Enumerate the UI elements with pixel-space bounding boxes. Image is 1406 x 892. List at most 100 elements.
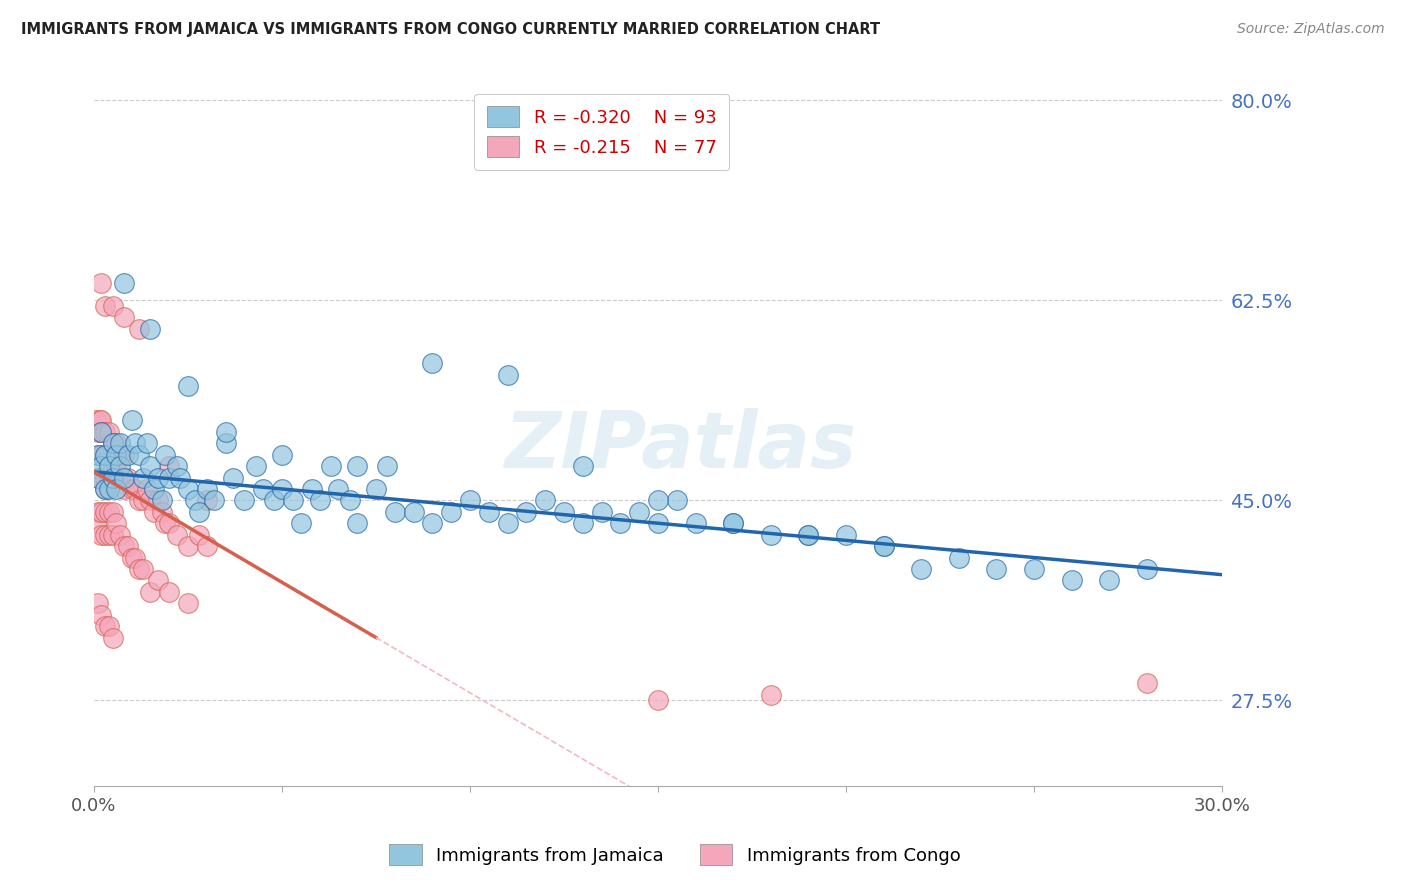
Point [94,505,117,519]
Point [90,425,112,439]
Point [121,482,143,496]
Point [157,516,180,531]
Point [86,470,108,484]
Point [135,482,157,496]
Point [290,516,312,531]
Point [101,470,124,484]
Point [94,470,117,484]
Point [139,493,162,508]
Point [112,539,135,553]
Point [177,482,200,496]
Point [184,493,207,508]
Point [1098,574,1121,588]
Point [346,516,368,531]
Point [139,584,162,599]
Point [135,436,157,450]
Point [665,493,688,508]
Point [166,459,188,474]
Point [90,505,112,519]
Point [112,448,135,462]
Point [90,425,112,439]
Point [132,493,155,508]
Point [150,493,173,508]
Point [105,516,128,531]
Point [98,505,121,519]
Point [723,516,745,531]
Point [534,493,557,508]
Point [128,562,150,576]
Point [98,425,121,439]
Point [319,459,342,474]
Point [1022,562,1045,576]
Point [86,425,108,439]
Text: IMMIGRANTS FROM JAMAICA VS IMMIGRANTS FROM CONGO CURRENTLY MARRIED CORRELATION C: IMMIGRANTS FROM JAMAICA VS IMMIGRANTS FR… [21,22,880,37]
Point [101,459,124,474]
Point [86,505,108,519]
Point [283,493,305,508]
Point [112,482,135,496]
Point [177,379,200,393]
Point [986,562,1008,576]
Point [271,448,294,462]
Point [139,459,162,474]
Legend: R = -0.320    N = 93, R = -0.215    N = 77: R = -0.320 N = 93, R = -0.215 N = 77 [474,94,730,169]
Point [146,493,169,508]
Point [90,276,112,290]
Point [90,413,112,427]
Point [245,459,267,474]
Point [101,505,124,519]
Point [128,322,150,336]
Point [252,482,274,496]
Point [271,482,294,496]
Point [195,539,218,553]
Point [1136,676,1159,690]
Point [143,482,166,496]
Point [872,539,894,553]
Point [98,459,121,474]
Point [723,516,745,531]
Point [94,482,117,496]
Point [328,482,350,496]
Point [177,539,200,553]
Point [910,562,932,576]
Point [496,368,519,382]
Point [143,505,166,519]
Point [222,470,245,484]
Point [553,505,575,519]
Point [797,527,820,541]
Point [609,516,631,531]
Point [759,688,782,702]
Point [139,322,162,336]
Point [101,631,124,645]
Point [98,619,121,633]
Point [117,539,139,553]
Point [628,505,651,519]
Point [647,516,669,531]
Point [110,459,132,474]
Point [572,459,595,474]
Point [202,493,225,508]
Point [117,470,139,484]
Point [110,527,132,541]
Point [90,448,112,462]
Point [94,619,117,633]
Point [157,459,180,474]
Point [112,310,135,325]
Point [105,436,128,450]
Point [214,436,236,450]
Point [872,539,894,553]
Point [101,527,124,541]
Point [90,470,112,484]
Point [591,505,613,519]
Point [572,516,595,531]
Point [86,448,108,462]
Point [647,693,669,707]
Point [98,527,121,541]
Point [132,562,155,576]
Point [478,505,501,519]
Point [124,436,146,450]
Point [112,276,135,290]
Point [214,425,236,439]
Point [94,482,117,496]
Point [458,493,481,508]
